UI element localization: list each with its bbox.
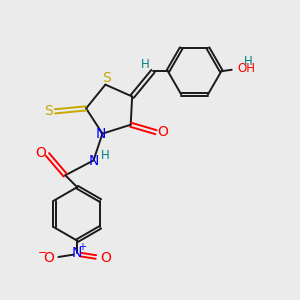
Text: +: + xyxy=(79,242,86,252)
Text: −: − xyxy=(38,248,47,257)
Text: N: N xyxy=(96,127,106,141)
Text: N: N xyxy=(88,154,99,168)
Text: S: S xyxy=(44,104,53,118)
Text: O: O xyxy=(157,125,168,139)
Text: N: N xyxy=(72,246,83,260)
Text: O: O xyxy=(43,251,54,266)
Text: O: O xyxy=(35,146,46,160)
Text: OH: OH xyxy=(238,62,256,75)
Text: S: S xyxy=(102,71,110,85)
Text: O: O xyxy=(100,251,111,266)
Text: H: H xyxy=(100,148,109,162)
Text: H: H xyxy=(244,55,253,68)
Text: H: H xyxy=(141,58,150,71)
